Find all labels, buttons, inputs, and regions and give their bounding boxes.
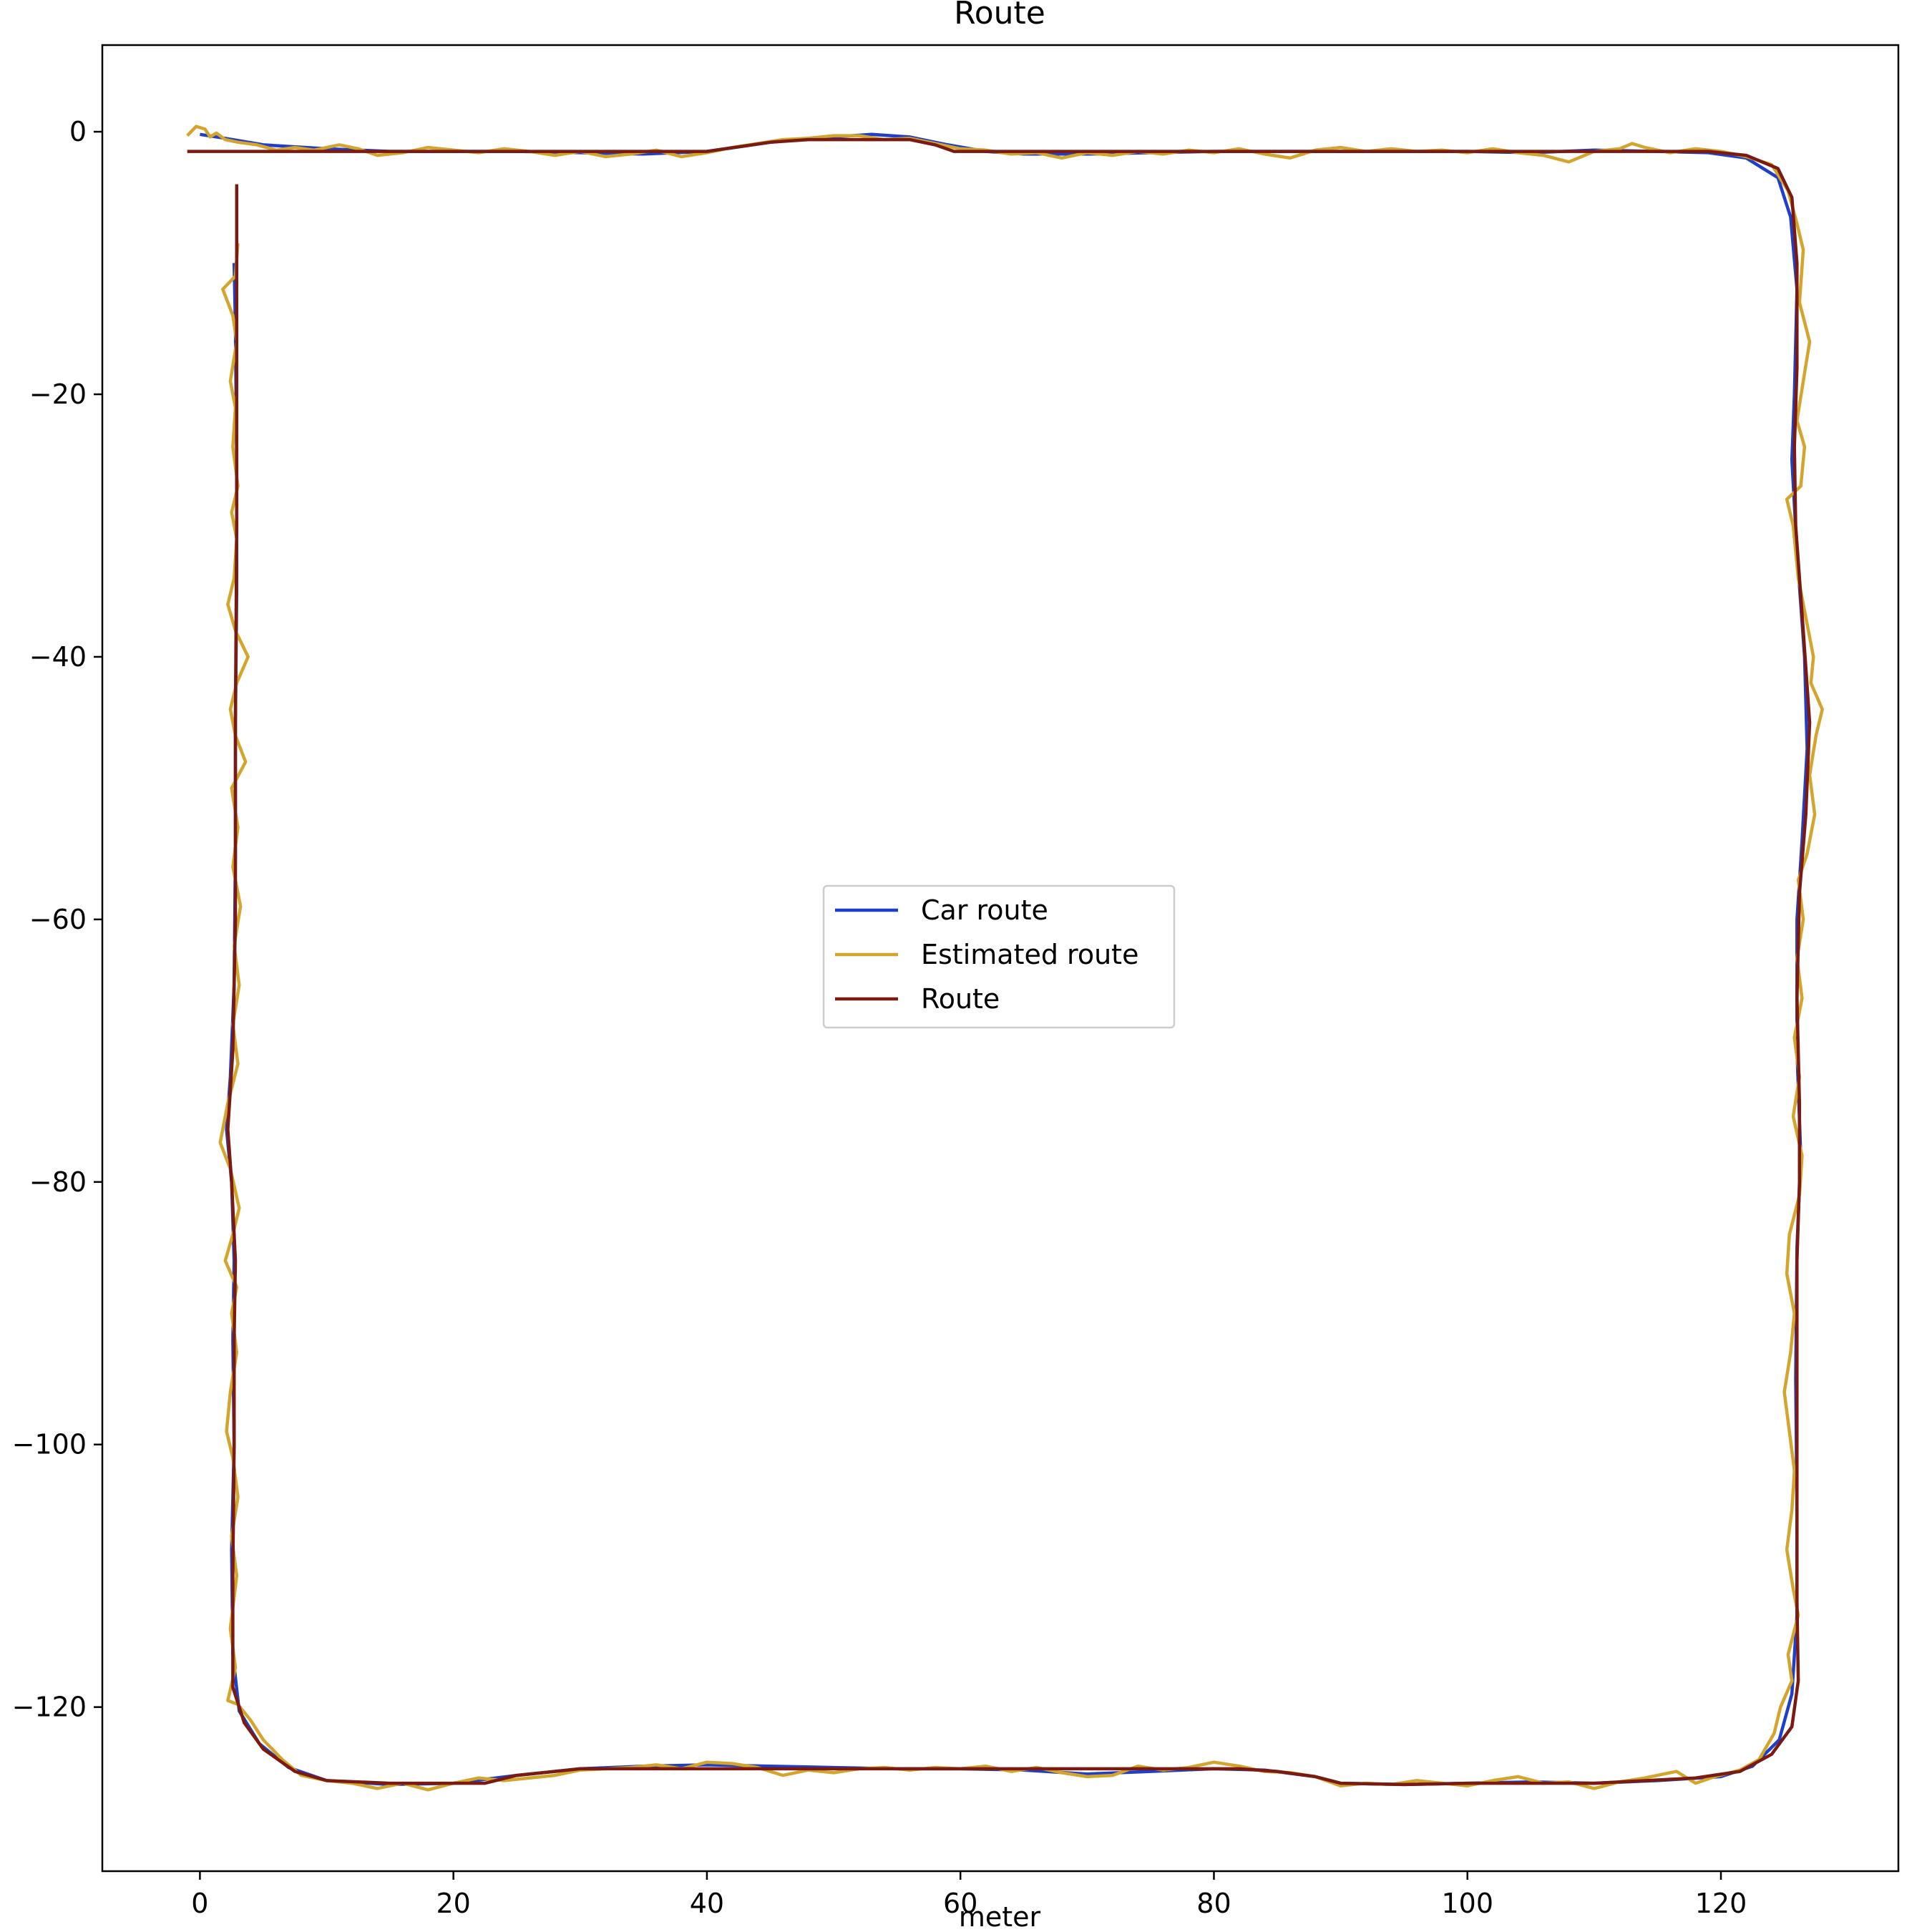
y-tick-label: −20 [29, 379, 87, 410]
x-tick-label: 60 [943, 1888, 977, 1919]
x-tick-label: 120 [1695, 1888, 1747, 1919]
x-tick-label: 20 [436, 1888, 470, 1919]
x-axis-label: meter [959, 1901, 1041, 1932]
legend: Car route Estimated route Route [822, 884, 1176, 1029]
legend-label: Estimated route [921, 939, 1138, 970]
chart-title: Route [954, 0, 1045, 31]
x-tick-label: 0 [191, 1888, 208, 1919]
y-tick-label: −120 [12, 1692, 87, 1723]
x-tick-label: 80 [1196, 1888, 1231, 1919]
legend-box [822, 884, 1176, 1029]
y-tick-label: −100 [12, 1429, 87, 1460]
series-line-route [187, 137, 1812, 1787]
y-axis-ticks: 0 −20 −40 −60 −80 −100 −120 [12, 116, 102, 1723]
legend-label: Route [921, 983, 1000, 1015]
series-layer [186, 125, 1824, 1792]
x-tick-label: 40 [690, 1888, 724, 1919]
y-tick-label: −40 [29, 641, 87, 673]
y-tick-label: 0 [69, 116, 87, 147]
plot-frame [101, 44, 1900, 1873]
y-tick-label: −80 [29, 1166, 87, 1198]
legend-label: Car route [921, 894, 1048, 926]
x-tick-label: 100 [1441, 1888, 1493, 1919]
x-axis-ticks: 0 20 40 60 80 100 120 [191, 1871, 1747, 1919]
y-tick-label: −60 [29, 904, 87, 935]
